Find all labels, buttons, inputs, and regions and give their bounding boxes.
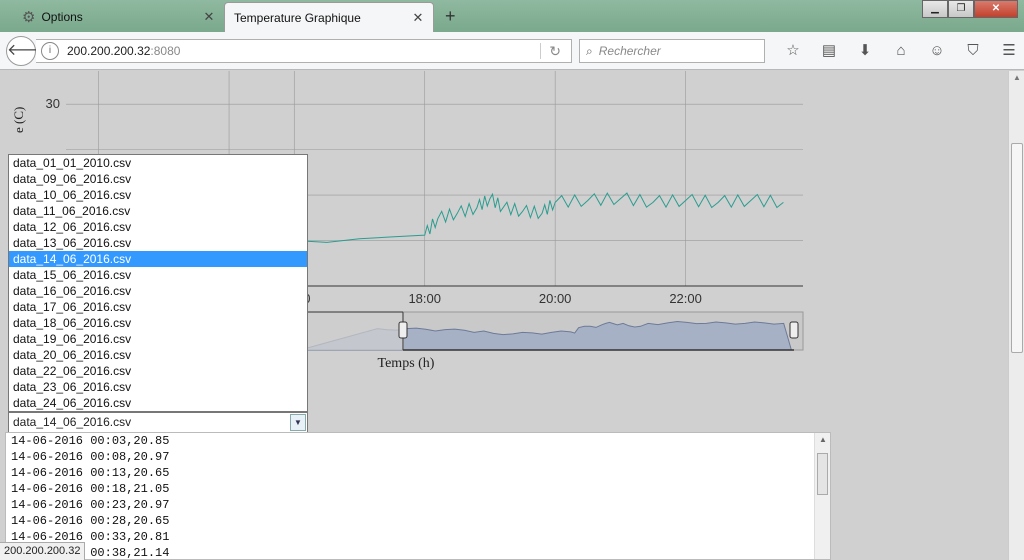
x-tick-label: 18:00 <box>408 291 441 306</box>
divider <box>540 43 541 59</box>
window-controls: ▁ ❐ ✕ <box>922 0 1018 18</box>
close-tab-icon[interactable]: ✕ <box>203 9 215 24</box>
gear-icon: ⚙ <box>22 9 36 26</box>
url-text: 200.200.200.32:8080 <box>67 44 181 58</box>
csv-line: 14-06-2016 00:33,20.81 <box>11 530 170 544</box>
home-icon[interactable]: ⌂ <box>896 42 906 59</box>
reload-icon[interactable]: ↻ <box>549 43 561 59</box>
menu-icon[interactable]: ☰ <box>1002 42 1016 59</box>
status-bar: 200.200.200.32 <box>0 542 86 560</box>
url-bar[interactable]: i 200.200.200.32:8080 ↻ <box>36 39 572 63</box>
dropdown-option[interactable]: data_17_06_2016.csv <box>13 300 132 314</box>
x-tick-label: 22:00 <box>669 291 702 306</box>
dropdown-option[interactable]: data_24_06_2016.csv <box>13 396 132 410</box>
x-tick-label: 20:00 <box>539 291 572 306</box>
csv-line: 14-06-2016 00:38,21.14 <box>11 546 170 560</box>
tab-title: Options <box>41 10 83 24</box>
csv-line: 14-06-2016 00:03,20.85 <box>11 434 170 448</box>
tab-options[interactable]: ⚙ Options ✕ <box>14 2 224 32</box>
scroll-up-icon[interactable]: ▲ <box>1013 73 1021 82</box>
file-select-value: data_14_06_2016.csv <box>13 415 132 429</box>
temperature-series-line <box>98 192 784 243</box>
scroll-thumb[interactable] <box>817 453 828 495</box>
dropdown-option[interactable]: data_20_06_2016.csv <box>13 348 132 362</box>
dropdown-option[interactable]: data_14_06_2016.csv <box>9 251 307 267</box>
tab-title: Temperature Graphique <box>234 10 361 25</box>
new-tab-icon[interactable]: + <box>445 6 456 26</box>
csv-line: 14-06-2016 00:28,20.65 <box>11 514 170 528</box>
search-input[interactable]: ⌕ Rechercher <box>579 39 765 63</box>
navigation-bar: 🡐 i 200.200.200.32:8080 ↻ ⌕ Rechercher ☆… <box>0 32 1024 70</box>
dropdown-option[interactable]: data_15_06_2016.csv <box>13 268 132 282</box>
dropdown-option[interactable]: data_09_06_2016.csv <box>13 172 132 186</box>
download-icon[interactable]: ⬇ <box>858 42 872 59</box>
csv-line: 14-06-2016 00:18,21.05 <box>11 482 170 496</box>
file-select[interactable]: data_14_06_2016.csv ▼ <box>8 412 308 433</box>
minimize-icon[interactable]: ▁ <box>922 0 948 18</box>
scroll-up-icon[interactable]: ▲ <box>819 435 827 444</box>
dropdown-option[interactable]: data_22_06_2016.csv <box>13 364 132 378</box>
csv-line: 14-06-2016 00:23,20.97 <box>11 498 170 512</box>
csv-data-panel[interactable]: 14-06-2016 00:03,20.85 14-06-2016 00:08,2… <box>5 432 831 560</box>
dropdown-option[interactable]: data_19_06_2016.csv <box>13 332 132 346</box>
back-arrow-icon[interactable]: 🡐 <box>6 36 50 66</box>
reader-view-icon[interactable]: ▤ <box>821 42 837 59</box>
dropdown-option[interactable]: data_13_06_2016.csv <box>13 236 132 250</box>
dropdown-option[interactable]: data_01_01_2010.csv <box>13 156 132 170</box>
title-bar: ⚙ Options ✕ Temperature Graphique ✕ + ▁ … <box>0 0 1024 32</box>
csv-line: 14-06-2016 00:08,20.97 <box>11 450 170 464</box>
csv-line: 14-06-2016 00:13,20.65 <box>11 466 170 480</box>
search-icon: ⌕ <box>586 43 593 58</box>
restore-icon[interactable]: ❐ <box>948 0 974 18</box>
search-placeholder: Rechercher <box>598 44 661 58</box>
x-axis-label: Temps (h) <box>378 356 435 371</box>
close-window-icon[interactable]: ✕ <box>974 0 1018 18</box>
dropdown-option[interactable]: data_23_06_2016.csv <box>13 380 132 394</box>
toolbar-icons: ☆ ▤ ⬇ ⌂ ☺ ⛉ ☰ <box>775 39 1024 63</box>
info-icon[interactable]: i <box>41 42 59 60</box>
pocket-icon[interactable]: ⛉ <box>967 42 979 59</box>
dropdown-arrow-icon[interactable]: ▼ <box>290 414 306 431</box>
y-axis-label: e (C) <box>11 107 26 133</box>
navigator-right-handle[interactable] <box>789 321 799 339</box>
dropdown-option[interactable]: data_11_06_2016.csv <box>13 204 131 218</box>
bookmark-star-icon[interactable]: ☆ <box>786 42 800 59</box>
dropdown-option[interactable]: data_10_06_2016.csv <box>13 188 132 202</box>
close-tab-icon[interactable]: ✕ <box>412 9 424 25</box>
page-scroll-thumb[interactable] <box>1011 143 1023 353</box>
navigator-unselected-left <box>300 312 404 350</box>
navigator-series-area <box>299 320 793 351</box>
page-scrollbar[interactable]: ▲ <box>1008 71 1024 560</box>
dropdown-option[interactable]: data_16_06_2016.csv <box>13 284 132 298</box>
dropdown-option[interactable]: data_12_06_2016.csv <box>13 220 132 234</box>
y-tick-label: 30 <box>46 96 60 111</box>
tab-temperature-graphique[interactable]: Temperature Graphique ✕ <box>224 2 434 32</box>
navigator-left-handle[interactable] <box>398 321 408 339</box>
data-panel-scrollbar[interactable]: ▲ <box>814 433 830 559</box>
dropdown-option[interactable]: data_18_06_2016.csv <box>13 316 132 330</box>
smiley-icon[interactable]: ☺ <box>929 42 945 59</box>
